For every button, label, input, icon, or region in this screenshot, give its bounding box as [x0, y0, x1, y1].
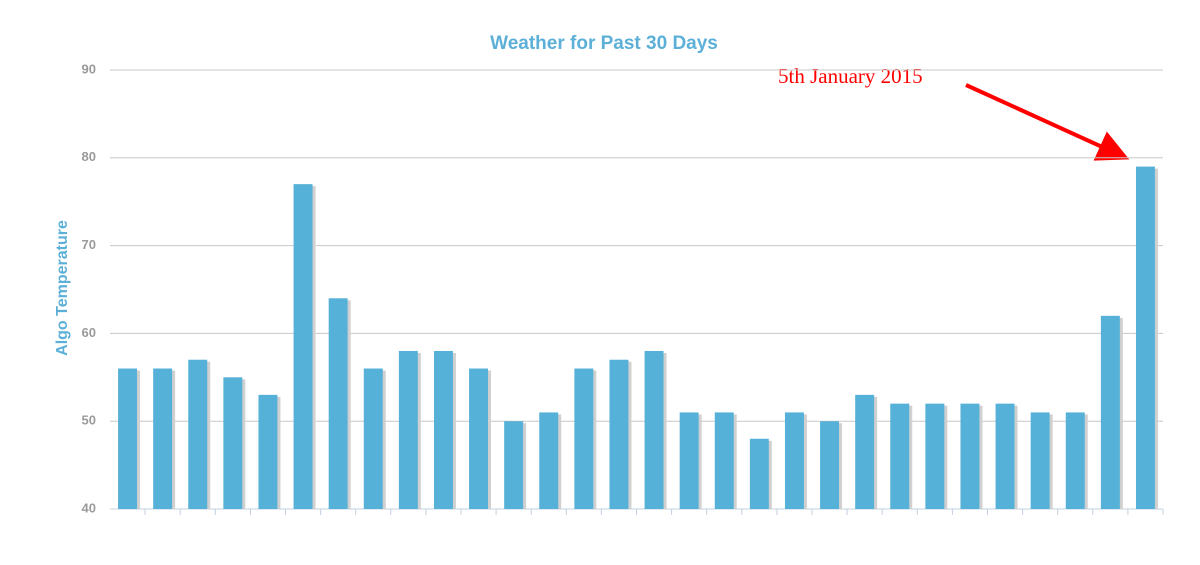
- bar: [1030, 412, 1050, 509]
- bar: [960, 403, 980, 509]
- bar: [223, 377, 243, 509]
- bar: [539, 412, 559, 509]
- bar: [328, 298, 348, 509]
- bar: [820, 421, 840, 509]
- y-tick-label: 80: [82, 149, 96, 164]
- bar: [1100, 315, 1120, 509]
- y-axis-label: Algo Temperature: [54, 220, 71, 356]
- bar: [153, 368, 173, 509]
- bar: [784, 412, 804, 509]
- y-tick-label: 40: [82, 500, 96, 515]
- bar: [644, 350, 664, 509]
- bar: [398, 350, 418, 509]
- bar: [925, 403, 945, 509]
- bar: [574, 368, 594, 509]
- annotation: 5th January 2015: [778, 64, 923, 88]
- bar: [749, 438, 769, 509]
- bar: [469, 368, 489, 509]
- bar: [609, 359, 629, 509]
- bar: [679, 412, 699, 509]
- y-tick-label: 60: [82, 325, 96, 340]
- bar: [890, 403, 910, 509]
- y-tick-label: 50: [82, 413, 96, 428]
- chart-title: Weather for Past 30 Days: [490, 33, 718, 54]
- annotation-arrow: [965, 83, 1130, 161]
- y-tick-label: 90: [82, 61, 96, 76]
- bar: [1135, 166, 1155, 509]
- bar: [714, 412, 734, 509]
- bar: [293, 184, 313, 509]
- bar: [995, 403, 1015, 509]
- bar: [855, 394, 875, 509]
- bar: [363, 368, 383, 509]
- bar: [188, 359, 208, 509]
- bar: [433, 350, 453, 509]
- bar: [258, 394, 278, 509]
- bar: [504, 421, 524, 509]
- bar: [1065, 412, 1085, 509]
- bar: [118, 368, 138, 509]
- y-tick-label: 70: [82, 237, 96, 252]
